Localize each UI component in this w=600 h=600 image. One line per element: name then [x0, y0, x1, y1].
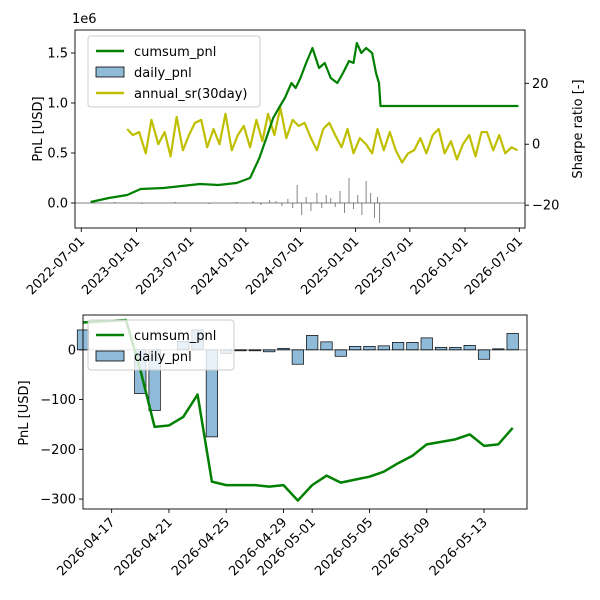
- top-y2-axis-label: Sharpe ratio [-]: [571, 79, 586, 178]
- legend-swatch-daily: [95, 66, 125, 78]
- bottom-daily-pnl-bar: [463, 344, 476, 351]
- legend-frame: [87, 35, 261, 108]
- top-daily-pnl-bars: [114, 178, 381, 223]
- bottom-daily-pnl-bar: [377, 345, 390, 351]
- top-y2-tick-label: 20: [532, 77, 549, 92]
- bottom-cumsum-pnl-line: [82, 318, 514, 502]
- bottom-daily-pnl-bar: [492, 348, 505, 351]
- top-y-tick-label: 1.5: [47, 47, 68, 62]
- bottom-daily-pnl-bar: [320, 341, 333, 351]
- top-y-axis: 0.0 0.5 1.0 1.5: [47, 47, 75, 212]
- top-offset-text: 1e6: [72, 12, 97, 27]
- bottom-daily-pnl-bar: [306, 335, 319, 351]
- top-series-lines: [90, 41, 519, 204]
- bottom-daily-pnl-bar: [349, 345, 362, 351]
- bottom-series-lines: [82, 318, 514, 502]
- legend-label-sr: annual_sr(30day): [134, 87, 247, 102]
- bottom-daily-pnl-bar: [420, 337, 433, 351]
- bottom-y-tick-label: −300: [40, 493, 76, 508]
- bottom-daily-pnl-bar: [392, 342, 405, 351]
- bottom-y-tick-label: 0: [68, 343, 76, 358]
- legend-label-daily: daily_pnl: [134, 66, 192, 81]
- top-cumsum-pnl-line: [90, 41, 519, 204]
- bottom-y-axis-label: PnL [USD]: [17, 380, 32, 445]
- top-y2-tick-label: 0: [532, 138, 540, 153]
- top-y-axis-label: PnL [USD]: [31, 96, 46, 161]
- bottom-y-tick-label: −200: [40, 443, 76, 458]
- top-y-tick-label: 0.0: [47, 197, 68, 212]
- legend-swatch-daily: [95, 350, 125, 362]
- bottom-plot-frame: [82, 314, 528, 510]
- bottom-daily-pnl-bar: [234, 349, 247, 352]
- top-sharpe-ratio-line: [126, 106, 519, 164]
- bottom-y-axis: −300 −200 −100 0: [40, 343, 83, 508]
- legend-label-daily: daily_pnl: [134, 350, 192, 365]
- bottom-daily-pnl-bar: [248, 349, 261, 352]
- bottom-daily-pnl-bar: [449, 346, 462, 351]
- top-y-tick-label: 1.0: [47, 97, 68, 112]
- top-legend: cumsum_pnl daily_pnl annual_sr(30day): [87, 35, 261, 108]
- bottom-daily-pnl-bar: [434, 346, 448, 351]
- bottom-daily-pnl-bar: [291, 349, 304, 365]
- bottom-daily-pnl-bar: [263, 349, 276, 353]
- bottom-daily-pnl-bar: [406, 342, 419, 351]
- bottom-daily-pnl-bar: [506, 333, 519, 351]
- legend-label-cumsum: cumsum_pnl: [134, 45, 216, 60]
- legend-frame: [87, 319, 235, 371]
- bottom-daily-pnl-bar: [363, 345, 376, 351]
- bottom-y-tick-label: −100: [40, 393, 76, 408]
- top-y-tick-label: 0.5: [47, 147, 68, 162]
- bottom-daily-pnl-bar: [334, 349, 347, 357]
- top-y2-axis: −20 0 20: [525, 77, 559, 214]
- legend-label-cumsum: cumsum_pnl: [134, 329, 216, 344]
- bottom-legend: cumsum_pnl daily_pnl: [87, 319, 235, 371]
- top-y2-tick-label: −20: [532, 199, 559, 214]
- bottom-daily-pnl-bar: [277, 347, 290, 351]
- bottom-daily-pnl-bar: [477, 349, 491, 360]
